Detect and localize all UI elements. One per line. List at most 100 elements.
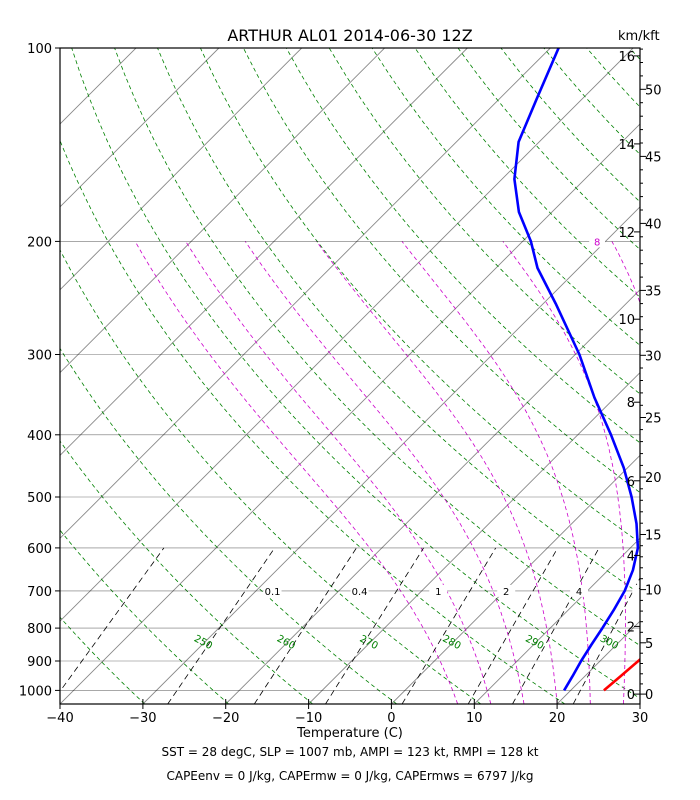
isotherm-line: [60, 48, 551, 539]
mixing-ratio-label-bg: [678, 585, 696, 597]
mixing-ratio-line: [167, 547, 276, 704]
x-tick-label: 20: [549, 711, 566, 726]
pressure-tick-label: 400: [27, 429, 52, 444]
mixing-ratio-label: 10: [680, 587, 693, 598]
km-tick-label: 6: [627, 475, 635, 490]
mixing-ratio-label: 0.1: [265, 587, 281, 598]
km-tick-label: 0: [627, 688, 635, 703]
pressure-tick-label: 100: [27, 42, 52, 57]
dry-adiabat-line: [60, 529, 229, 704]
plot-frame: [59, 47, 641, 705]
theta-e-label: 8: [594, 237, 600, 248]
dry-adiabat-line: [673, 48, 700, 704]
km-tick-label: 14: [618, 138, 635, 153]
kft-tick-label: 40: [645, 217, 662, 232]
isotherm-line: [60, 48, 137, 125]
mixing-ratio-label: 1: [435, 587, 441, 598]
pressure-tick-label: 1000: [19, 684, 52, 699]
km-tick-label: 2: [627, 620, 635, 635]
dry-adiabat-line: [243, 48, 640, 493]
moist-adiabat-line: [316, 241, 558, 704]
mixing-ratio-line: [325, 547, 424, 704]
theta-label: 300: [598, 634, 620, 653]
skewt-chart: ARTHUR AL01 2014-06-30 12Z km/kft Temper…: [0, 26, 700, 741]
kft-tick-label: 0: [645, 688, 653, 703]
isotherm-line: [60, 48, 220, 208]
moist-adiabat-line: [185, 241, 492, 704]
isotherm-line: [60, 48, 634, 622]
dry-adiabat-line: [60, 440, 313, 704]
isotherm-line: [60, 123, 640, 704]
mixing-ratio-label-bg: [263, 584, 282, 597]
mixing-ratio-line: [60, 547, 165, 692]
x-tick-label: 0: [387, 711, 395, 726]
mixing-ratio-label: 4: [576, 587, 582, 598]
dry-adiabat-line: [285, 48, 640, 444]
kft-tick-label: 10: [645, 584, 662, 599]
x-tick-label: −40: [46, 711, 73, 726]
dry-adiabat-line: [60, 248, 482, 704]
kft-tick-label: 25: [645, 412, 662, 427]
theta-e-label: 12: [641, 237, 654, 248]
mixing-ratio-line: [401, 547, 497, 704]
pressure-tick-label: 900: [27, 655, 52, 670]
mixing-ratio-line: [253, 547, 357, 704]
km-tick-label: 10: [618, 313, 635, 328]
mixing-ratio-label: 2: [503, 587, 509, 598]
kft-tick-label: 30: [645, 349, 662, 364]
mixing-ratio-label-bg: [429, 584, 448, 597]
km-tick-label: 16: [618, 50, 635, 65]
kft-tick-label: 35: [645, 284, 662, 299]
dry-adiabat-line: [586, 48, 640, 108]
isotherm-line: [60, 48, 303, 291]
moist-adiabat-line: [244, 241, 525, 704]
mixing-ratio-label-bg: [350, 584, 369, 597]
pressure-tick-label: 800: [27, 622, 52, 637]
pressure-tick-label: 300: [27, 348, 52, 363]
x-tick-label: −30: [129, 711, 156, 726]
km-tick-label: 4: [627, 549, 635, 564]
km-tick-label: 8: [627, 396, 635, 411]
dry-adiabat-line: [60, 139, 566, 704]
x-tick-label: −10: [295, 711, 322, 726]
pressure-tick-label: 200: [27, 235, 52, 250]
x-tick-label: 10: [466, 711, 483, 726]
x-tick-label: 30: [632, 711, 649, 726]
mixing-ratio-label-bg: [632, 584, 640, 597]
pressure-tick-label: 500: [27, 491, 52, 506]
kft-tick-label: 15: [645, 528, 662, 543]
dry-adiabat-line: [200, 48, 640, 544]
mixing-ratio-label: 0.4: [352, 587, 368, 598]
kft-tick-label: 45: [645, 150, 662, 165]
x-axis-label: Temperature (C): [296, 726, 403, 740]
isotherm-line: [225, 289, 640, 704]
dry-adiabat-line: [60, 702, 61, 704]
moist-adiabat-line: [134, 241, 459, 704]
right-axis-label: km/kft: [618, 29, 660, 44]
theta-e-label-bg: [589, 235, 606, 248]
kft-tick-label: 20: [645, 471, 662, 486]
isotherm-line: [0, 48, 53, 704]
mixing-ratio-label-bg: [497, 584, 516, 597]
kft-tick-label: 50: [645, 83, 662, 98]
kft-tick-label: 5: [645, 637, 653, 652]
mixing-ratio-label-bg: [570, 584, 589, 597]
dry-adiabat-line: [60, 347, 397, 704]
caption-intensity: SST = 28 degC, SLP = 1007 mb, AMPI = 123…: [161, 745, 539, 759]
mixing-ratio-label: 7: [638, 587, 644, 598]
pressure-tick-label: 700: [27, 585, 52, 600]
dry-adiabat-line: [114, 48, 640, 647]
dry-adiabat-line: [457, 48, 640, 250]
km-tick-label: 12: [618, 226, 635, 241]
caption-cape: CAPEenv = 0 J/kg, CAPErmw = 0 J/kg, CAPE…: [166, 769, 534, 783]
isotherm-line: [308, 371, 640, 704]
isotherm-line: [639, 703, 640, 704]
moist-adiabat-line: [690, 241, 700, 704]
dewpoint-profile-line: [513, 48, 640, 692]
pressure-tick-label: 600: [27, 542, 52, 557]
dry-adiabat-line: [328, 48, 640, 395]
moist-adiabat-line: [401, 241, 591, 704]
dry-adiabat-line: [371, 48, 640, 346]
isotherm-line: [142, 206, 640, 704]
